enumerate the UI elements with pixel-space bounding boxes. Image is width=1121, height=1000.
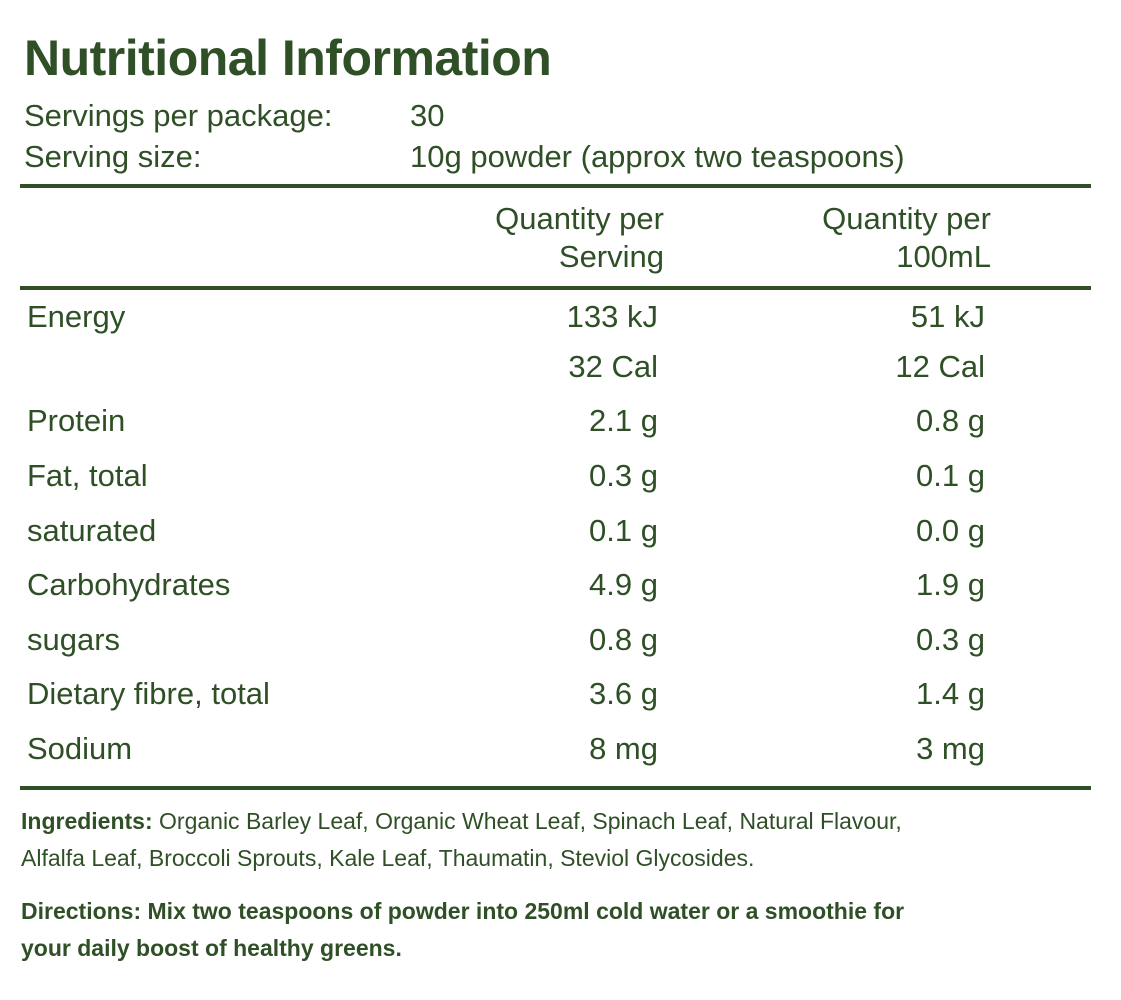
nutrient-row-energy-kj: Energy 133 kJ 51 kJ xyxy=(0,292,1121,342)
nutrient-row-saturated: saturated 0.1 g 0.0 g xyxy=(0,506,1121,556)
nutrient-row-fat-total: Fat, total 0.3 g 0.1 g xyxy=(0,451,1121,501)
nutrient-name: Carbohydrates xyxy=(27,567,231,602)
nutrient-per-serving: 133 kJ xyxy=(566,299,658,334)
nutrient-per-serving: 3.6 g xyxy=(589,676,658,711)
nutrient-name: Fat, total xyxy=(27,458,148,493)
nutrient-per-serving: 0.8 g xyxy=(589,622,658,657)
nutrient-per-serving: 4.9 g xyxy=(589,567,658,602)
servings-label: Servings per package: xyxy=(24,98,333,133)
nutrient-per-100ml: 0.8 g xyxy=(916,403,985,438)
nutrient-row-carbohydrates: Carbohydrates 4.9 g 1.9 g xyxy=(0,560,1121,610)
nutrient-row-energy-cal: 32 Cal 12 Cal xyxy=(0,342,1121,392)
column-header-per-100ml: Quantity per 100mL xyxy=(822,200,991,276)
ingredients-text: Ingredients: Organic Barley Leaf, Organi… xyxy=(21,803,1096,877)
ingredients-line: Alfalfa Leaf, Broccoli Sprouts, Kale Lea… xyxy=(21,845,755,871)
nutrient-per-serving: 8 mg xyxy=(589,731,658,766)
column-header-per-serving: Quantity per Serving xyxy=(495,200,664,276)
nutrient-per-serving: 0.3 g xyxy=(589,458,658,493)
nutrient-per-100ml: 0.3 g xyxy=(916,622,985,657)
ingredients-list: Organic Barley Leaf, Organic Wheat Leaf,… xyxy=(159,808,902,834)
directions-text: Directions: Mix two teaspoons of powder … xyxy=(21,893,1096,967)
nutrient-per-100ml: 3 mg xyxy=(916,731,985,766)
nutrient-name: Protein xyxy=(27,403,126,438)
divider-header xyxy=(20,286,1091,290)
nutrient-row-dietary-fibre: Dietary fibre, total 3.6 g 1.4 g xyxy=(0,669,1121,719)
nutrient-name: Dietary fibre, total xyxy=(27,676,270,711)
nutrient-per-serving: 0.1 g xyxy=(589,513,658,548)
nutrient-name: Sodium xyxy=(27,731,133,766)
ingredients-label: Ingredients: xyxy=(21,808,153,834)
ingredients-line: Ingredients: Organic Barley Leaf, Organi… xyxy=(21,803,1096,840)
nutrient-per-100ml: 0.1 g xyxy=(916,458,985,493)
directions-line: your daily boost of healthy greens. xyxy=(21,935,402,961)
divider-bottom xyxy=(20,786,1091,790)
nutrient-name: sugars xyxy=(27,622,121,657)
column-header-line: Quantity per xyxy=(822,201,991,236)
serving-size-label: Serving size: xyxy=(24,139,202,174)
column-header-line: 100mL xyxy=(896,239,991,274)
nutrient-name: saturated xyxy=(27,513,157,548)
directions-line: Directions: Mix two teaspoons of powder … xyxy=(21,898,905,924)
column-header-line: Quantity per xyxy=(495,201,664,236)
nutrient-per-100ml: 1.4 g xyxy=(916,676,985,711)
column-header-line: Serving xyxy=(558,239,664,274)
divider-top xyxy=(20,184,1091,188)
serving-size-value: 10g powder (approx two teaspoons) xyxy=(410,139,905,174)
nutrient-per-serving: 32 Cal xyxy=(568,349,658,384)
servings-value: 30 xyxy=(410,98,445,133)
nutrient-per-100ml: 1.9 g xyxy=(916,567,985,602)
nutrient-name: Energy xyxy=(27,299,126,334)
page-title: Nutritional Information xyxy=(24,30,552,86)
nutrient-row-sodium: Sodium 8 mg 3 mg xyxy=(0,724,1121,774)
nutrient-row-sugars: sugars 0.8 g 0.3 g xyxy=(0,615,1121,665)
nutrient-per-100ml: 51 kJ xyxy=(910,299,985,334)
nutrient-per-serving: 2.1 g xyxy=(589,403,658,438)
nutrient-per-100ml: 0.0 g xyxy=(916,513,985,548)
nutrient-row-protein: Protein 2.1 g 0.8 g xyxy=(0,396,1121,446)
nutrient-per-100ml: 12 Cal xyxy=(895,349,985,384)
